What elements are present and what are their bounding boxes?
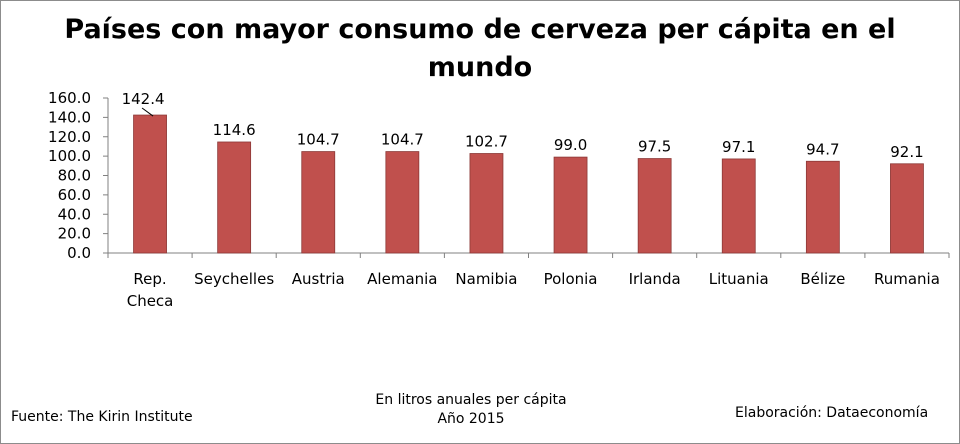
data-label: 102.7 bbox=[465, 133, 508, 151]
category-label: Austria bbox=[292, 270, 345, 288]
bar bbox=[890, 163, 924, 254]
data-label: 97.1 bbox=[722, 138, 755, 156]
category-label: Alemania bbox=[367, 270, 437, 288]
bar bbox=[553, 156, 588, 254]
chart-title-line-2: mundo bbox=[427, 52, 533, 83]
bar bbox=[469, 153, 504, 254]
category-label: Rep. bbox=[133, 270, 166, 288]
y-tick-label: 0.0 bbox=[67, 244, 91, 262]
y-tick-label: 120.0 bbox=[48, 128, 91, 146]
data-label: 142.4 bbox=[122, 90, 165, 108]
data-label: 97.5 bbox=[638, 138, 671, 156]
y-tick-label: 60.0 bbox=[58, 186, 91, 204]
y-tick-label: 100.0 bbox=[48, 147, 91, 165]
category-label: Rumania bbox=[874, 270, 940, 288]
data-label: 114.6 bbox=[213, 121, 256, 139]
data-label: 104.7 bbox=[381, 131, 424, 149]
chart-title-line-1: Países con mayor consumo de cerveza per … bbox=[64, 14, 896, 45]
category-label: Checa bbox=[127, 292, 174, 310]
y-tick-label: 20.0 bbox=[58, 225, 91, 243]
data-label: 92.1 bbox=[890, 143, 923, 161]
bar bbox=[721, 158, 756, 254]
bar bbox=[217, 141, 252, 254]
y-tick-label: 140.0 bbox=[48, 108, 91, 126]
units-note-line-1: En litros anuales per cápita bbox=[375, 392, 567, 408]
data-label: 99.0 bbox=[554, 136, 587, 154]
category-label: Polonia bbox=[544, 270, 598, 288]
units-note-line-2: Año 2015 bbox=[437, 411, 505, 427]
bar bbox=[637, 158, 672, 254]
category-label: Lituania bbox=[709, 270, 769, 288]
bar bbox=[805, 160, 840, 254]
category-label: Irlanda bbox=[629, 270, 681, 288]
units-note: En litros anuales per cápita Año 2015 bbox=[331, 391, 611, 429]
credit-note: Elaboración: Dataeconomía bbox=[735, 405, 929, 421]
category-label: Bélize bbox=[800, 270, 845, 288]
data-label: 104.7 bbox=[297, 131, 340, 149]
chart-title: Países con mayor consumo de cerveza per … bbox=[1, 11, 959, 87]
data-label: 94.7 bbox=[806, 140, 839, 158]
bar bbox=[301, 151, 336, 254]
category-label: Seychelles bbox=[194, 270, 274, 288]
bar bbox=[133, 114, 167, 254]
source-note: Fuente: The Kirin Institute bbox=[11, 409, 193, 425]
bar bbox=[385, 151, 420, 254]
category-label: Namibia bbox=[455, 270, 517, 288]
y-tick-label: 40.0 bbox=[58, 205, 91, 223]
y-tick-label: 80.0 bbox=[58, 167, 91, 185]
data-label-leader bbox=[141, 107, 154, 117]
y-tick-label: 160.0 bbox=[48, 89, 91, 107]
